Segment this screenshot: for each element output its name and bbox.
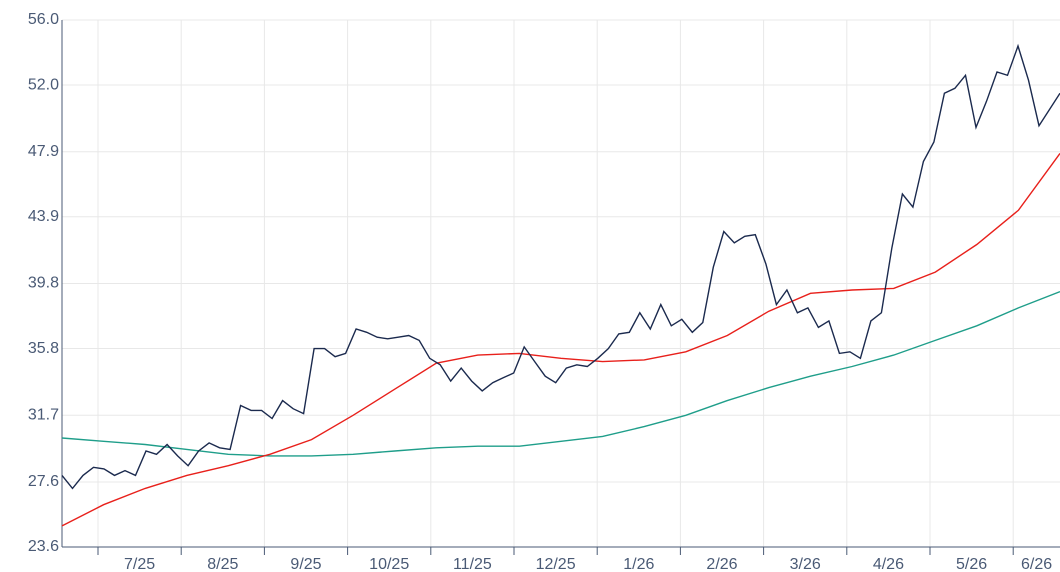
y-tick-label: 43.9 <box>28 208 59 225</box>
x-tick-label: 4/26 <box>873 556 904 572</box>
x-tick-label: 12/25 <box>536 556 576 572</box>
x-tick-label: 9/25 <box>290 556 321 572</box>
y-tick-label: 47.9 <box>28 143 59 160</box>
series-line <box>61 290 1060 457</box>
series-line <box>61 43 1060 490</box>
y-tick-label: 27.6 <box>28 473 59 490</box>
y-tick-label: 35.8 <box>28 340 59 357</box>
x-tick-label: 6/26 <box>1021 556 1052 572</box>
x-tick-label: 10/25 <box>369 556 409 572</box>
x-tick-label: 11/25 <box>453 556 492 572</box>
x-tick-label: 7/25 <box>124 556 155 572</box>
x-tick-label: 3/26 <box>790 556 821 572</box>
series-line <box>61 152 1060 527</box>
y-tick-label: 56.0 <box>28 11 59 28</box>
y-tick-label: 39.8 <box>28 275 59 292</box>
x-tick-label: 8/25 <box>207 556 238 572</box>
y-tick-label: 52.0 <box>28 76 59 93</box>
x-tick-label: 2/26 <box>706 556 737 572</box>
x-tick-label: 1/26 <box>623 556 654 572</box>
y-tick-label: 23.6 <box>28 538 59 555</box>
y-tick-label: 31.7 <box>28 406 59 423</box>
x-tick-label: 5/26 <box>956 556 987 572</box>
